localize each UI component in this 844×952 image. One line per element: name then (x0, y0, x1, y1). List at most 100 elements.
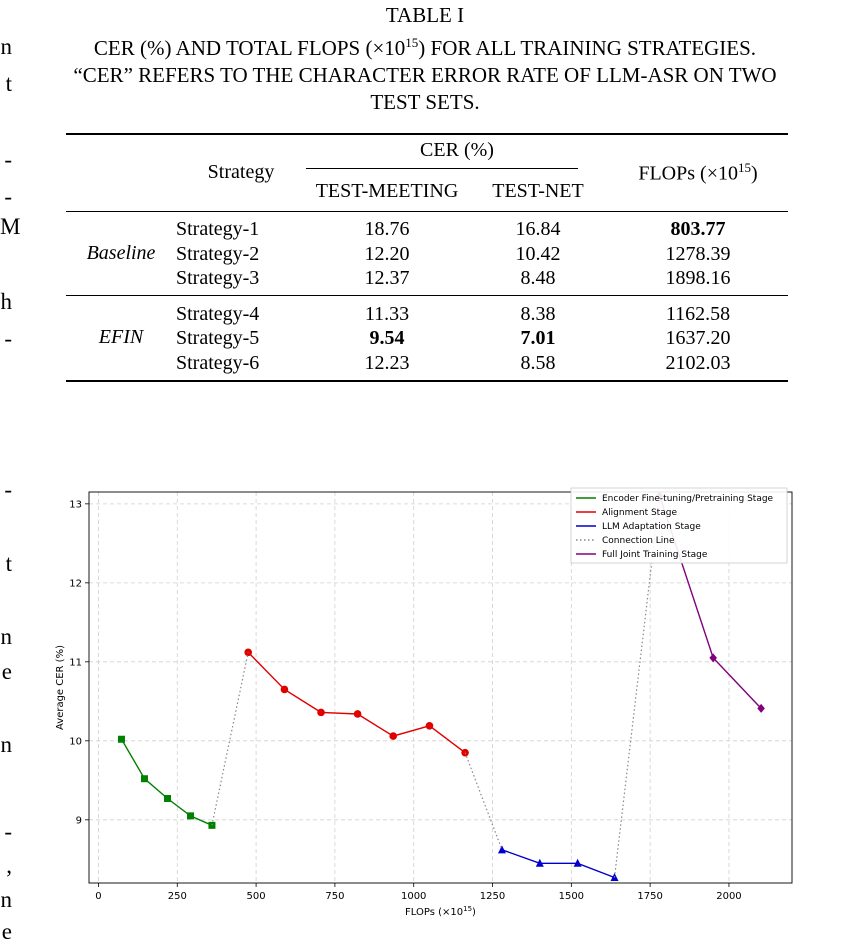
test-net-cell: 8.58 (520, 351, 556, 374)
column-text-fragment: M (0, 214, 21, 239)
data-point (573, 858, 582, 867)
data-point (317, 708, 325, 717)
column-text-fragment: n (0, 732, 13, 757)
data-point (140, 775, 148, 783)
results-table: Strategy CER (%) FLOPs (×1015) TEST-MEET… (66, 133, 788, 382)
flops-cell: 2102.03 (665, 351, 731, 374)
test-meeting-cell: 11.33 (364, 302, 410, 325)
test-meeting-cell: 12.37 (364, 267, 410, 290)
column-text-fragment: , (6, 853, 12, 878)
x-axis-label: FLOPs (×1015) (405, 905, 476, 918)
strategy-cell: Strategy-3 (176, 267, 260, 290)
series-line (247, 651, 466, 754)
test-meeting-cell: 12.20 (364, 242, 410, 265)
header-test-net: TEST-NET (492, 180, 584, 203)
test-net-cell: 7.01 (520, 327, 556, 350)
table-row: Baseline Strategy-1 18.76 16.84 803.77 (66, 211, 788, 264)
column-text-fragment: - (4, 477, 12, 502)
table-row: Strategy-6 12.23 8.58 2102.03 (66, 351, 788, 381)
data-point (208, 821, 216, 829)
x-tick-label: 500 (247, 891, 266, 902)
strategy-cell: Strategy-6 (176, 351, 260, 374)
x-tick-label: 0 (95, 891, 101, 902)
x-axis-label-text: FLOPs (×10 (405, 907, 463, 918)
cer-underline (306, 168, 578, 169)
data-point (389, 732, 398, 740)
data-point (535, 858, 544, 867)
plot-border (88, 491, 793, 884)
y-tick-label: 9 (76, 815, 82, 826)
x-axis-label-sup: 15 (463, 905, 472, 913)
y-tick-label: 10 (69, 736, 82, 747)
y-tick-label: 13 (69, 499, 82, 510)
group-label: EFIN (98, 326, 144, 349)
test-net-cell: 16.84 (515, 218, 561, 241)
column-text-fragment: t (5, 551, 12, 576)
column-text-fragment: - (4, 184, 12, 209)
strategy-cell: Strategy-4 (176, 302, 260, 325)
test-net-cell: 8.38 (520, 302, 556, 325)
column-text-fragment: - (4, 147, 12, 172)
strategy-cell: Strategy-1 (176, 218, 260, 241)
x-tick-label: 2000 (716, 891, 741, 902)
data-point (497, 845, 506, 854)
series-line (120, 738, 213, 826)
data-point (163, 794, 171, 802)
test-meeting-cell: 12.23 (364, 351, 410, 374)
flops-cell: 803.77 (670, 218, 726, 241)
legend-label: Full Joint Training Stage (602, 550, 708, 560)
table-row: Strategy-3 12.37 8.48 1898.16 (66, 267, 788, 296)
data-point (461, 748, 469, 757)
y-tick-label: 12 (69, 578, 82, 589)
data-point (280, 685, 289, 694)
series-line (501, 849, 615, 879)
x-tick-label: 1000 (401, 891, 426, 902)
flops-cell: 1637.20 (665, 327, 731, 350)
header-cer: CER (%) (420, 139, 494, 161)
column-text-fragment: n (0, 887, 13, 912)
x-tick-label: 750 (325, 891, 344, 902)
series-0 (117, 735, 216, 829)
table-caption: TABLE I CER (%) AND TOTAL FLOPS (×1015) … (40, 2, 810, 116)
test-meeting-cell: 9.54 (369, 327, 405, 350)
series-1 (244, 648, 469, 757)
data-point (117, 735, 125, 743)
x-tick-label: 1750 (637, 891, 662, 902)
data-point (353, 710, 362, 718)
test-net-cell: 10.42 (515, 242, 561, 265)
table-row: EFIN Strategy-4 11.33 8.38 1162.58 (66, 295, 788, 348)
column-text-fragment: n (0, 34, 13, 59)
y-tick-label: 11 (69, 657, 82, 668)
y-axis-label: Average CER (%) (55, 645, 66, 730)
header-strategy: Strategy (207, 161, 275, 184)
group-label: Baseline (86, 241, 156, 264)
x-tick-label: 250 (168, 891, 187, 902)
table-row: Strategy-2 12.20 10.42 1278.39 (66, 242, 788, 267)
table-number: TABLE I (385, 3, 465, 27)
column-text-fragment: - (4, 819, 12, 844)
legend: Encoder Fine-tuning/Pretraining Stage Ali… (570, 487, 788, 564)
series-2 (497, 845, 619, 881)
strategy-cell: Strategy-5 (176, 327, 260, 350)
caption-line-2: “CER” REFERS TO THE CHARACTER ERROR RATE… (73, 63, 777, 87)
header-test-meeting: TEST-MEETING (315, 180, 459, 203)
cer-vs-flops-chart: 0 250 500 750 1000 1250 1500 1750 2000 9 10 11 12 13 F… (55, 487, 793, 918)
legend-label: Connection Line (602, 536, 675, 546)
flops-cell: 1278.39 (665, 242, 731, 265)
test-meeting-cell: 18.76 (364, 218, 410, 241)
column-text-fragment: - (4, 326, 12, 351)
test-net-cell: 8.48 (520, 267, 556, 290)
data-point (187, 812, 195, 820)
column-text-fragment: h (0, 289, 13, 314)
caption-line-3: TEST SETS. (370, 90, 480, 114)
legend-box (570, 487, 788, 564)
column-text-fragment: n (0, 624, 13, 649)
header-flops: FLOPs (×1015) (638, 159, 758, 185)
x-tick-label: 1500 (559, 891, 584, 902)
legend-label: LLM Adaptation Stage (602, 522, 701, 532)
x-axis-label-end: ) (472, 907, 476, 918)
data-point (425, 722, 434, 730)
flops-cell: 1898.16 (665, 267, 731, 290)
data-point (757, 703, 765, 713)
legend-label: Alignment Stage (602, 508, 677, 518)
